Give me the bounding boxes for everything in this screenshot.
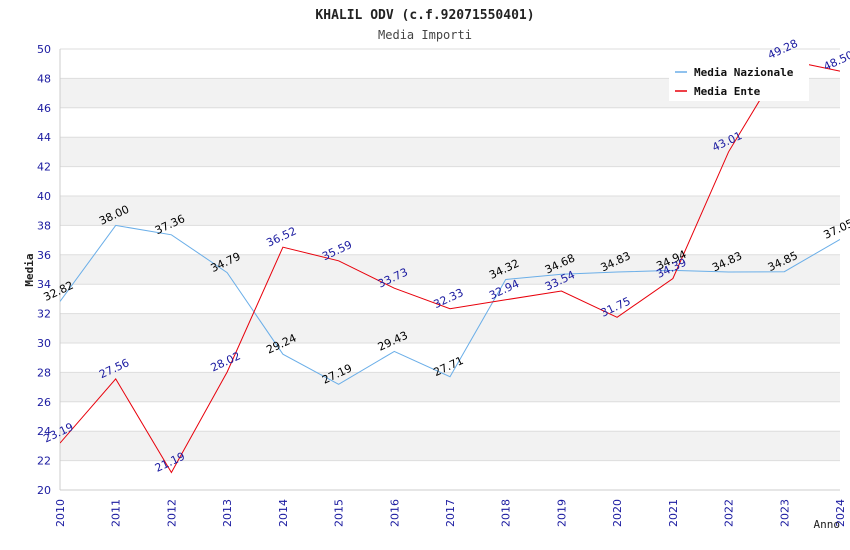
legend-label: Media Nazionale <box>694 66 794 79</box>
x-tick-label: 2015 <box>333 499 346 527</box>
grid-band <box>60 313 840 343</box>
y-tick-label: 24 <box>37 425 51 438</box>
y-tick-label: 50 <box>37 43 51 56</box>
y-tick-label: 28 <box>37 366 51 379</box>
y-tick-label: 30 <box>37 337 51 350</box>
x-tick-label: 2010 <box>54 499 67 527</box>
x-axis-label: Anno <box>814 518 841 531</box>
grid-band <box>60 401 840 432</box>
y-tick-label: 22 <box>37 455 51 468</box>
grid-band <box>60 460 840 490</box>
chart-title: KHALIL ODV (c.f.92071550401) <box>315 8 534 23</box>
y-tick-label: 46 <box>37 102 51 115</box>
x-tick-label: 2017 <box>444 499 457 527</box>
grid-band <box>60 166 840 196</box>
x-tick-label: 2011 <box>110 499 123 527</box>
grid-band <box>60 137 840 167</box>
y-tick-label: 36 <box>37 249 51 262</box>
grid-band <box>60 196 840 226</box>
y-tick-label: 42 <box>37 161 51 174</box>
grid-band <box>60 225 840 255</box>
x-tick-label: 2013 <box>221 499 234 527</box>
x-tick-label: 2023 <box>778 499 791 527</box>
grid-band <box>60 107 840 138</box>
grid-band <box>60 254 840 285</box>
x-tick-label: 2016 <box>388 499 401 527</box>
x-tick-label: 2014 <box>277 499 290 527</box>
grid-band <box>60 343 840 373</box>
legend-box <box>669 58 809 101</box>
legend: Media Nazionale Media Ente <box>669 58 809 101</box>
series-line-media-ente <box>60 59 840 474</box>
y-tick-label: 20 <box>37 484 51 497</box>
x-tick-label: 2018 <box>500 499 513 527</box>
legend-label: Media Ente <box>694 85 761 98</box>
y-axis-label: Media <box>23 253 36 286</box>
plot-grid <box>60 48 840 491</box>
y-tick-label: 48 <box>37 72 51 85</box>
x-tick-label: 2022 <box>723 499 736 527</box>
y-tick-label: 40 <box>37 190 51 203</box>
chart-subtitle: Media Importi <box>378 28 472 42</box>
y-tick-label: 34 <box>37 278 51 291</box>
x-tick-label: 2012 <box>165 499 178 527</box>
x-tick-label: 2019 <box>555 499 568 527</box>
series-lines <box>60 59 840 474</box>
x-tick-label: 2020 <box>611 499 624 527</box>
grid-band <box>60 431 840 461</box>
y-tick-label: 32 <box>37 308 51 321</box>
grid-band <box>60 372 840 402</box>
x-tick-label: 2021 <box>667 499 680 527</box>
y-tick-label: 26 <box>37 396 51 409</box>
y-tick-label: 44 <box>37 131 51 144</box>
x-tick-label: 2024 <box>834 499 847 527</box>
y-tick-label: 38 <box>37 219 51 232</box>
series-line-media-nazionale <box>60 224 840 385</box>
